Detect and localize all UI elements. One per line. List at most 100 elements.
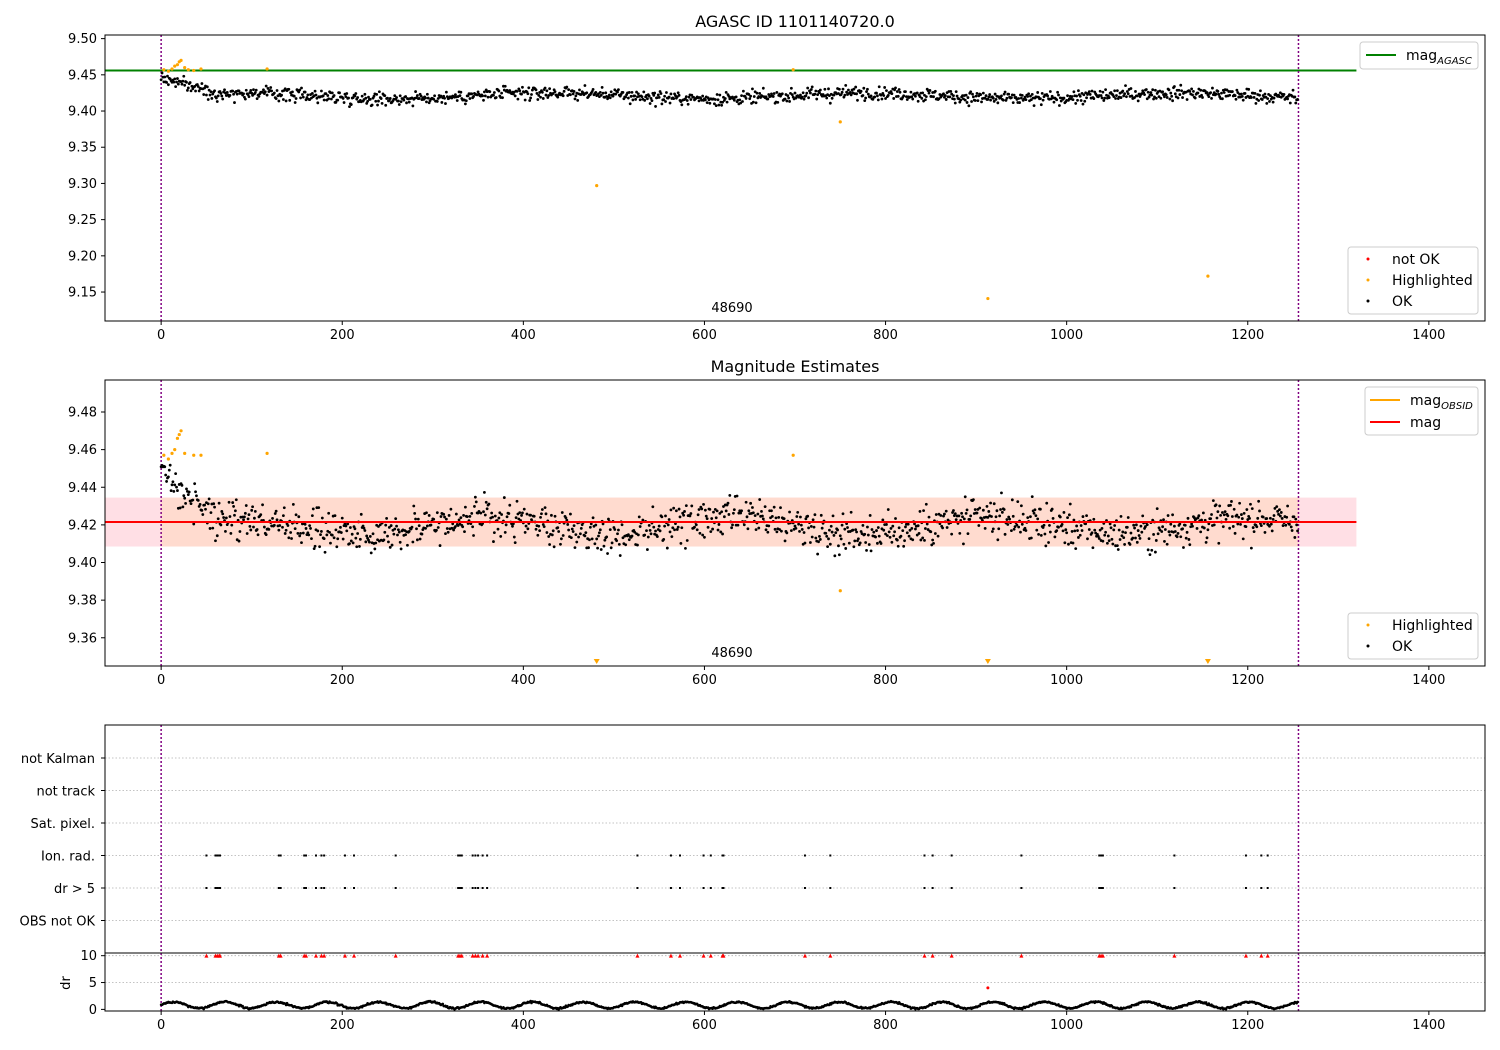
ok-point xyxy=(817,540,820,544)
ok-point xyxy=(965,101,969,104)
ok-point xyxy=(897,526,901,530)
ok-point xyxy=(886,93,890,97)
flag-marker xyxy=(279,887,282,889)
ok-point xyxy=(436,526,440,529)
ok-point xyxy=(1276,509,1280,513)
ok-point xyxy=(713,102,716,106)
ok-point xyxy=(617,88,620,92)
y-tick-label: 9.48 xyxy=(68,405,97,420)
ok-point xyxy=(1191,93,1194,97)
ok-point xyxy=(1010,96,1013,100)
ok-point xyxy=(716,98,720,102)
ok-point xyxy=(1163,528,1167,531)
ok-point xyxy=(298,88,302,92)
ok-point xyxy=(631,98,635,102)
ok-point xyxy=(552,545,556,549)
ok-point xyxy=(284,528,288,532)
ok-point xyxy=(601,522,605,526)
ok-point xyxy=(1258,509,1261,513)
flag-marker xyxy=(722,854,725,857)
ok-point xyxy=(213,89,216,93)
ok-point xyxy=(775,91,779,94)
ok-point xyxy=(210,97,214,100)
flag-marker xyxy=(950,887,953,889)
ok-point xyxy=(180,82,184,86)
ok-point xyxy=(321,94,325,98)
ok-point xyxy=(664,100,667,103)
x-tick-label: 200 xyxy=(330,1018,355,1033)
ok-point xyxy=(483,90,486,94)
ok-point xyxy=(1255,525,1259,529)
ok-point xyxy=(429,523,433,527)
ok-point xyxy=(246,517,250,521)
ok-point xyxy=(869,94,873,98)
ok-point xyxy=(1286,504,1289,508)
y-tick-label: 9.44 xyxy=(68,481,97,496)
ok-point xyxy=(770,509,773,513)
ok-point xyxy=(472,534,475,537)
flag-marker xyxy=(636,854,639,857)
ok-point xyxy=(287,87,291,91)
ok-point xyxy=(1055,98,1059,102)
ok-point xyxy=(1248,516,1251,520)
ok-point xyxy=(1214,92,1218,96)
ok-point xyxy=(206,502,210,506)
ok-point xyxy=(966,96,970,99)
ok-point xyxy=(309,527,312,530)
ok-point xyxy=(1222,91,1226,94)
ok-point xyxy=(253,509,257,513)
agasc-axes-frame xyxy=(104,34,1486,322)
ok-point xyxy=(1167,88,1171,92)
ok-point xyxy=(212,502,216,506)
ok-point xyxy=(701,533,705,537)
ok-point xyxy=(1149,91,1153,94)
ok-point xyxy=(1151,518,1155,522)
ok-point xyxy=(901,529,905,533)
ok-point xyxy=(1119,514,1123,518)
ok-point xyxy=(514,516,518,520)
ok-point xyxy=(973,99,977,102)
ok-point xyxy=(541,97,545,100)
agasc-obsid-label: 48690 xyxy=(711,301,752,316)
y-tick-label: 9.30 xyxy=(68,177,97,192)
ok-point xyxy=(1129,87,1133,90)
ok-point xyxy=(1048,90,1052,93)
ok-point xyxy=(1211,86,1214,90)
flag-marker xyxy=(1173,854,1176,857)
ok-point xyxy=(606,552,609,555)
ok-point xyxy=(298,534,302,538)
ok-point xyxy=(363,92,367,96)
ok-point xyxy=(1178,93,1182,96)
dr-capped-marker xyxy=(470,953,475,958)
ok-point xyxy=(1188,89,1192,93)
ok-point xyxy=(253,91,257,94)
ok-point xyxy=(169,489,173,492)
ok-point xyxy=(1108,522,1112,526)
ok-point xyxy=(584,531,588,535)
ok-point xyxy=(703,535,706,539)
ok-point xyxy=(1271,100,1275,104)
ok-point xyxy=(583,534,587,538)
ok-point xyxy=(1221,525,1225,529)
ok-point xyxy=(237,89,241,93)
ok-point xyxy=(287,536,291,540)
ok-point xyxy=(334,528,338,532)
ok-point xyxy=(310,537,313,541)
ok-point xyxy=(545,531,549,534)
ok-point xyxy=(316,529,320,533)
ok-point xyxy=(668,530,672,534)
ok-point xyxy=(1230,500,1233,503)
ok-point xyxy=(1271,517,1275,521)
ok-point xyxy=(971,95,975,99)
ok-point xyxy=(1193,96,1197,100)
ok-point xyxy=(665,546,669,550)
ok-point xyxy=(1215,516,1219,520)
ok-point xyxy=(996,538,1000,542)
ok-point xyxy=(512,535,516,539)
ok-point xyxy=(494,96,498,99)
ok-point xyxy=(404,533,408,537)
ok-point xyxy=(221,97,225,101)
ok-point xyxy=(521,85,524,89)
ok-point xyxy=(1066,516,1069,520)
ok-point xyxy=(670,535,674,539)
